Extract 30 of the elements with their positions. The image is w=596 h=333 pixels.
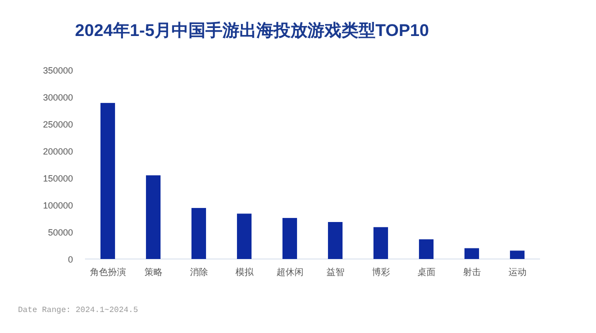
bar	[328, 222, 343, 259]
x-tick-label: 超休闲	[276, 267, 304, 277]
y-tick-label: 300000	[42, 92, 73, 102]
bar	[100, 102, 116, 259]
y-tick-label: 100000	[42, 200, 73, 210]
x-tick-label: 消除	[190, 267, 208, 277]
x-tick-label: 益智	[326, 267, 344, 277]
bar	[418, 239, 434, 259]
bar	[146, 175, 161, 259]
y-tick-label: 350000	[42, 66, 73, 76]
x-tick-label: 角色扮演	[90, 267, 126, 277]
y-tick-label: 250000	[42, 120, 73, 130]
bar	[373, 227, 388, 259]
bar	[464, 248, 480, 259]
bar	[510, 250, 525, 259]
bar	[191, 208, 206, 259]
chart-title: 2024年1-5月中国手游出海投放游戏类型TOP10	[75, 21, 429, 40]
x-tick-label: 策略	[144, 267, 162, 277]
x-tick-label: 模拟	[235, 267, 254, 277]
x-tick-label: 射击	[462, 267, 481, 277]
y-tick-label: 50000	[48, 228, 73, 238]
y-tick-label: 0	[68, 254, 73, 264]
x-tick-label: 桌面	[417, 267, 436, 277]
x-tick-label: 博彩	[372, 267, 390, 277]
y-tick-label: 200000	[42, 146, 73, 156]
text: Date Range: 2024.1~2024.5	[18, 306, 138, 315]
y-tick-label: 150000	[42, 174, 73, 184]
bar	[282, 218, 298, 259]
bar	[236, 214, 252, 259]
x-tick-label: 运动	[508, 267, 526, 277]
